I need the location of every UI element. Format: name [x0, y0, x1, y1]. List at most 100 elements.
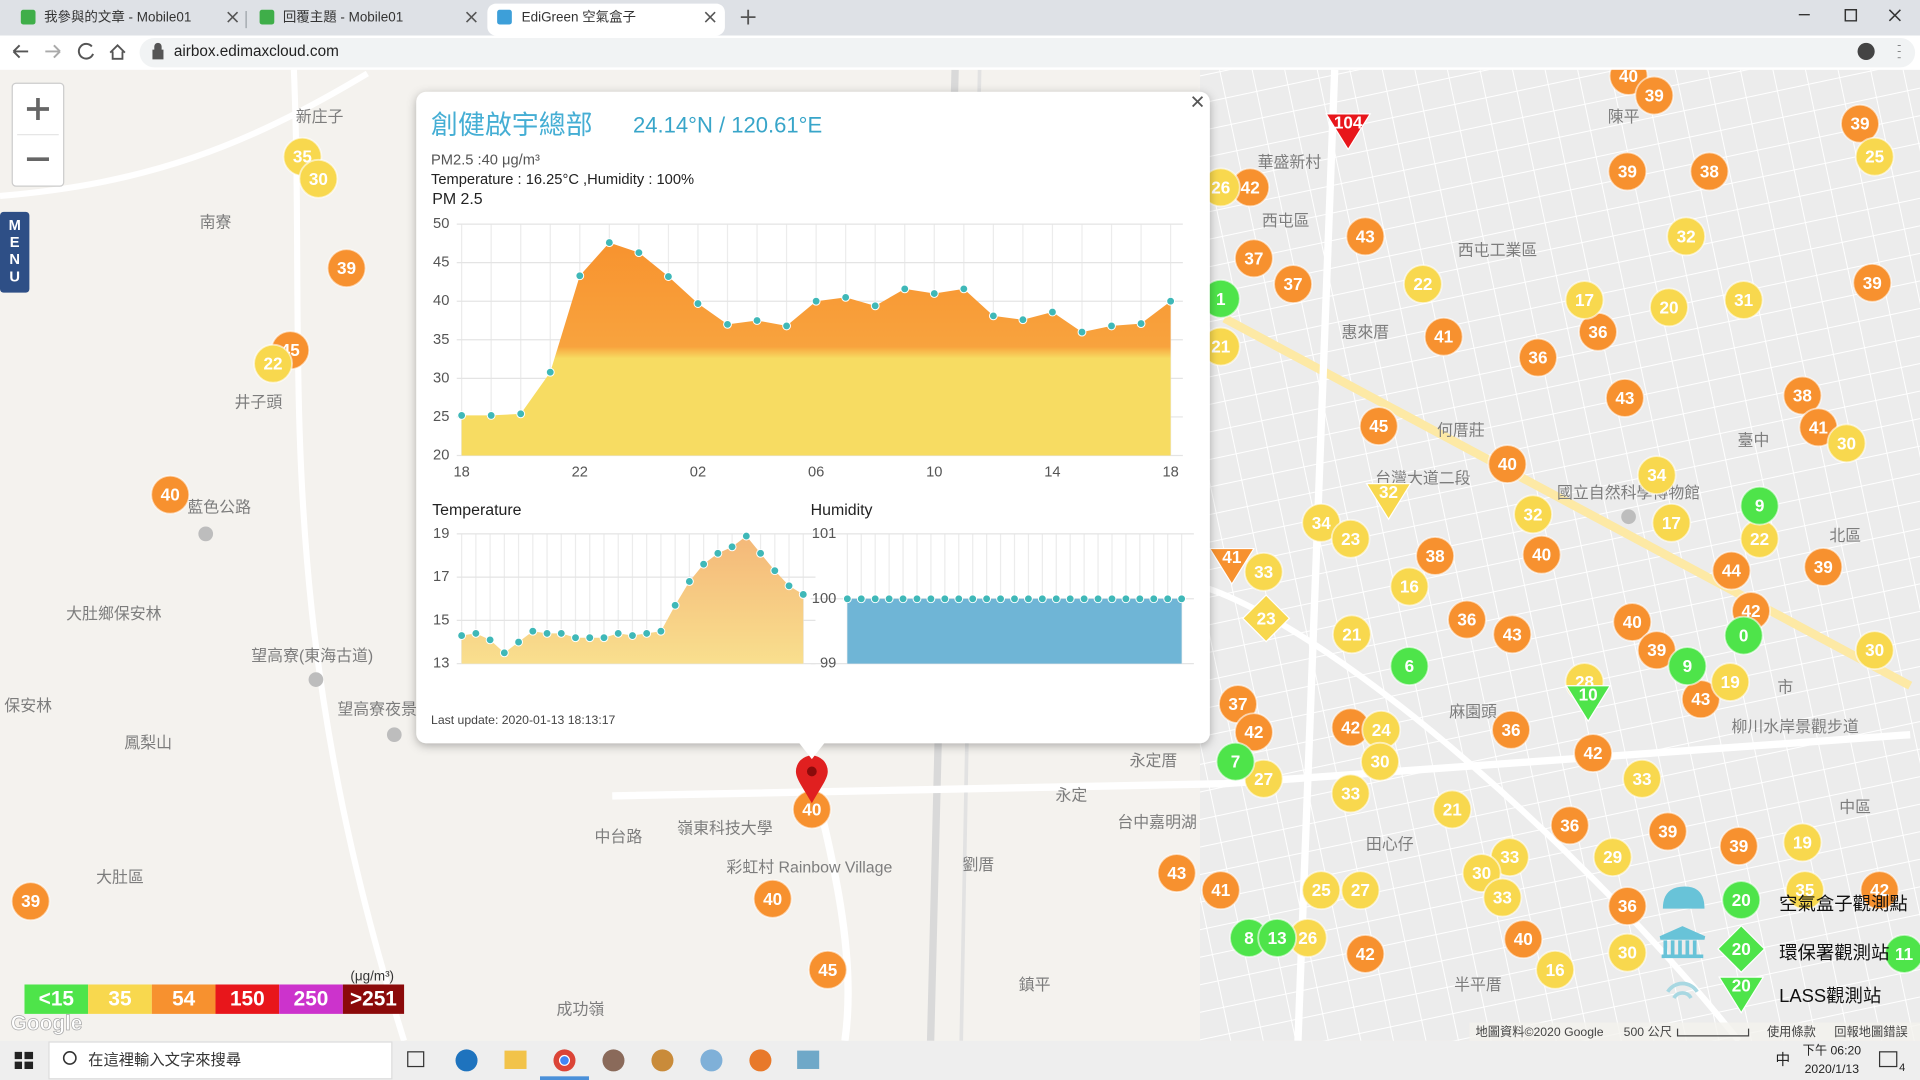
station-marker[interactable]: [1852, 262, 1893, 303]
station-marker[interactable]: [1592, 837, 1633, 878]
station-marker[interactable]: [1854, 630, 1895, 671]
app[interactable]: [797, 1050, 820, 1069]
station-marker[interactable]: [1718, 826, 1759, 867]
station-marker[interactable]: [1636, 455, 1677, 496]
station-marker[interactable]: [1156, 853, 1197, 893]
station-marker[interactable]: [1200, 870, 1241, 911]
station-marker[interactable]: [1521, 534, 1562, 575]
station-marker[interactable]: [1325, 113, 1372, 151]
station-marker[interactable]: [1340, 870, 1381, 911]
station-marker[interactable]: [1215, 741, 1256, 782]
station-marker[interactable]: [1785, 870, 1825, 911]
station-marker[interactable]: [1330, 773, 1371, 814]
station-marker[interactable]: [1607, 932, 1648, 973]
station-marker[interactable]: [253, 343, 293, 384]
station-marker[interactable]: [1667, 646, 1708, 687]
station-marker[interactable]: [1612, 602, 1653, 642]
station-marker[interactable]: [1432, 789, 1473, 830]
app[interactable]: [651, 1049, 674, 1072]
station-marker[interactable]: [1535, 949, 1575, 990]
app-edge[interactable]: [455, 1049, 478, 1072]
station-marker[interactable]: [150, 474, 191, 515]
profile[interactable]: [1857, 42, 1875, 60]
station-marker[interactable]: [1647, 811, 1688, 852]
station-marker[interactable]: [1564, 280, 1605, 320]
reload[interactable]: [77, 42, 94, 60]
menu-button[interactable]: [0, 211, 30, 293]
tab-close[interactable]: [227, 11, 716, 23]
station-marker[interactable]: [1233, 238, 1274, 279]
action-center[interactable]: [1878, 1051, 1898, 1068]
station-marker[interactable]: [1389, 566, 1430, 607]
station-marker[interactable]: [1345, 216, 1386, 257]
station-marker[interactable]: [1723, 615, 1764, 656]
station-marker[interactable]: [1415, 536, 1455, 576]
station-marker[interactable]: [1782, 822, 1823, 863]
station-marker[interactable]: [1649, 287, 1689, 328]
home[interactable]: [109, 44, 126, 60]
station-marker[interactable]: [1492, 614, 1533, 655]
station-marker[interactable]: [1651, 502, 1692, 543]
station-marker[interactable]: [1565, 685, 1612, 723]
station-marker[interactable]: [1330, 518, 1371, 559]
tab[interactable]: [248, 4, 484, 36]
station-marker[interactable]: [1739, 485, 1780, 526]
station-marker[interactable]: [1622, 758, 1662, 799]
station-marker[interactable]: [1605, 378, 1645, 418]
station-marker[interactable]: [1607, 151, 1648, 192]
station-marker[interactable]: [1518, 337, 1558, 378]
station-marker[interactable]: [10, 881, 51, 922]
station-marker[interactable]: [1345, 933, 1386, 974]
station-marker[interactable]: [298, 158, 339, 199]
app[interactable]: [700, 1049, 723, 1072]
station-marker[interactable]: [1365, 483, 1412, 521]
search-box[interactable]: [48, 1041, 393, 1080]
start[interactable]: [14, 1051, 34, 1069]
station-marker[interactable]: [1482, 877, 1523, 918]
station-marker[interactable]: [1389, 646, 1430, 687]
station-marker[interactable]: [326, 248, 367, 289]
station-marker[interactable]: [1273, 264, 1313, 304]
app[interactable]: [602, 1049, 625, 1072]
station-marker[interactable]: [1331, 614, 1372, 655]
station-marker[interactable]: [1233, 712, 1274, 753]
ime[interactable]: 中: [1776, 1051, 1791, 1068]
station-marker[interactable]: [1241, 594, 1291, 643]
station-marker[interactable]: [1491, 709, 1531, 750]
app[interactable]: [749, 1049, 772, 1072]
station-marker[interactable]: [807, 949, 848, 990]
station-marker[interactable]: [1826, 423, 1867, 464]
back[interactable]: [12, 44, 29, 59]
station-marker[interactable]: [1208, 547, 1255, 586]
station-marker[interactable]: [752, 878, 793, 919]
station-marker[interactable]: [1803, 547, 1844, 587]
station-marker[interactable]: [1573, 733, 1613, 773]
station-marker[interactable]: [1689, 151, 1730, 192]
station-marker[interactable]: [1710, 662, 1751, 702]
report-link[interactable]: 回報地圖錯誤: [1834, 1024, 1907, 1039]
location-pin[interactable]: [795, 755, 828, 804]
station-marker[interactable]: [1859, 870, 1900, 911]
station-marker[interactable]: [1782, 375, 1823, 416]
new-tab[interactable]: [740, 9, 756, 25]
omnibox[interactable]: [139, 37, 1916, 68]
type-sample[interactable]: [1718, 976, 1765, 1014]
app-explorer[interactable]: [504, 1050, 527, 1069]
terms-link[interactable]: 使用條款: [1767, 1024, 1816, 1039]
station-marker[interactable]: [1549, 805, 1590, 846]
active-tab[interactable]: [487, 3, 725, 36]
station-marker[interactable]: [1503, 919, 1544, 960]
station-marker[interactable]: [1607, 886, 1648, 927]
station-marker[interactable]: [1711, 550, 1752, 591]
task-view[interactable]: [407, 1051, 425, 1068]
station-marker[interactable]: [1301, 870, 1342, 911]
tab[interactable]: [9, 4, 245, 36]
window-controls[interactable]: [1798, 9, 1901, 22]
station-marker[interactable]: [1358, 406, 1399, 447]
station-marker[interactable]: [1487, 444, 1528, 484]
station-marker[interactable]: [1423, 316, 1464, 357]
type-sample[interactable]: [1717, 924, 1766, 974]
station-marker[interactable]: [1243, 551, 1284, 592]
station-marker[interactable]: [1257, 918, 1298, 958]
station-marker[interactable]: [1634, 75, 1675, 116]
